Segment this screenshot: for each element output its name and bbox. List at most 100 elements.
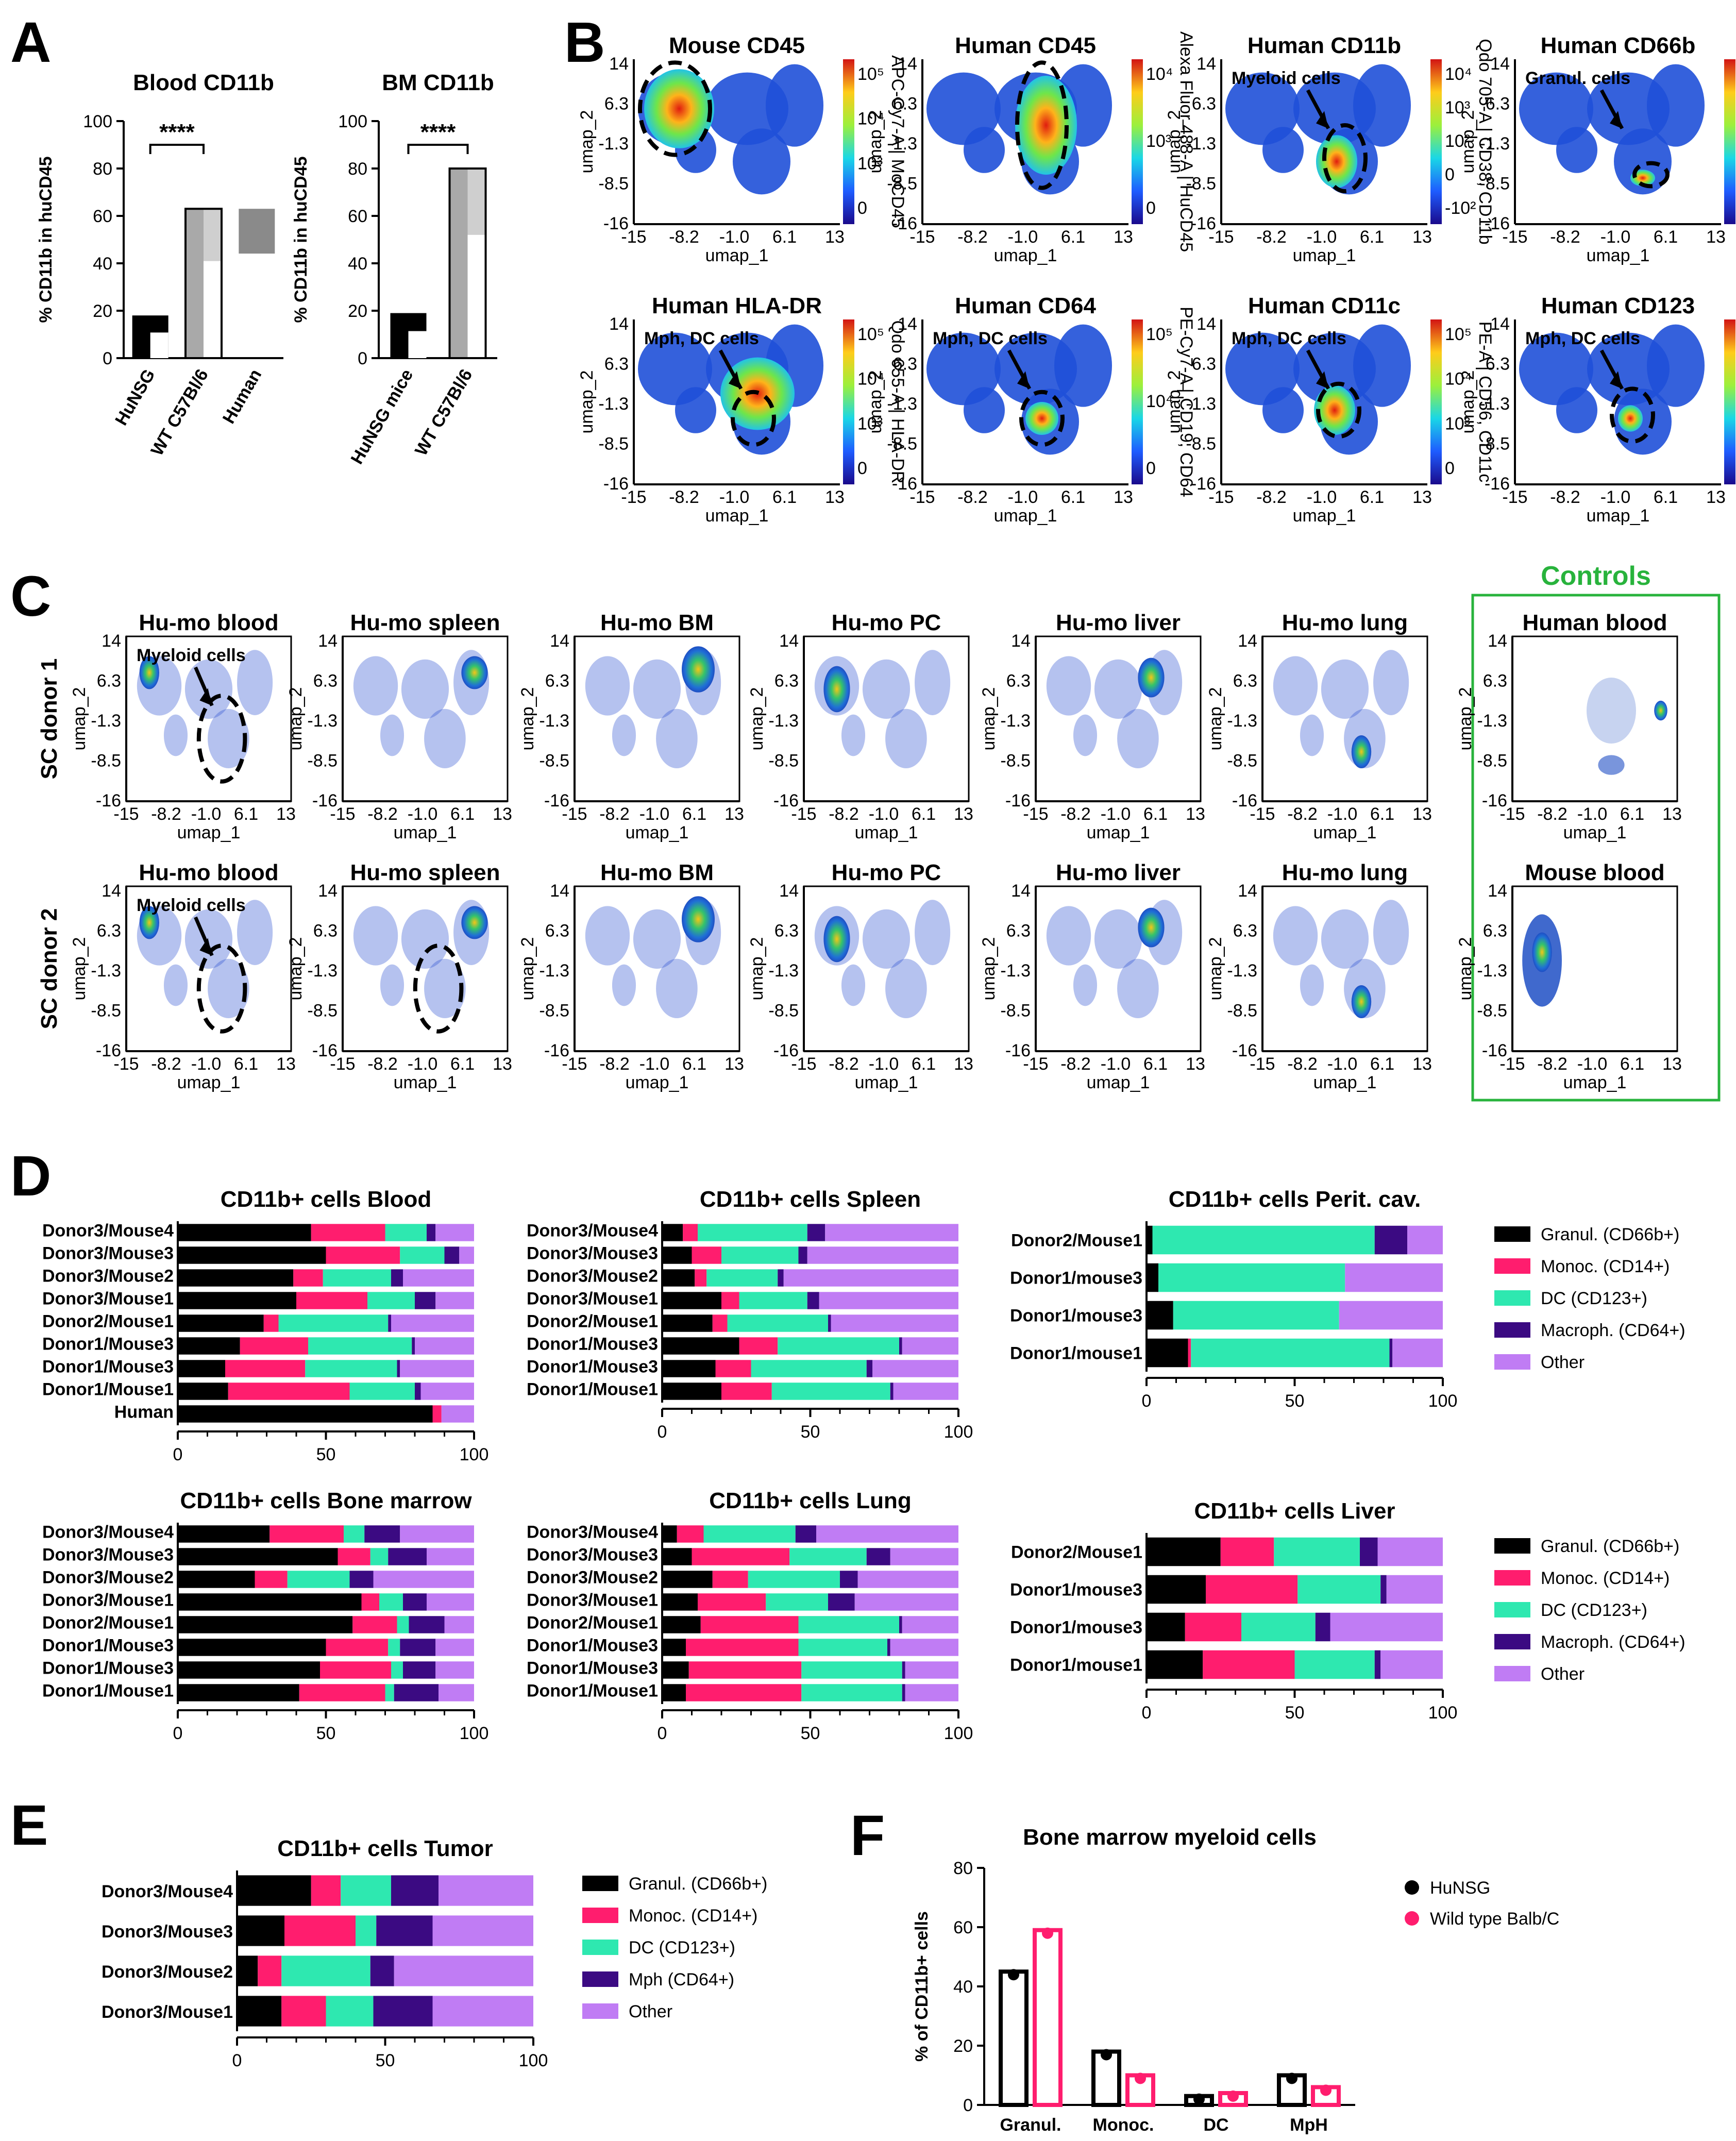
cell-cluster [1614,389,1672,455]
bar-segment [1374,1650,1381,1679]
plot-title: Human CD123 [1541,293,1695,318]
legend-swatch [582,1876,618,1891]
bar-segment [1188,1338,1191,1368]
x-tick-label: -15 [1502,227,1527,247]
color-scale-bar [1430,59,1442,224]
cell-cluster [1273,656,1318,716]
bar-segment [391,1875,439,1906]
y-axis-label: umap_2 [1456,937,1475,1001]
x-tick-label: 6.1 [1143,804,1168,824]
y-tick-label: -1.3 [1186,394,1216,414]
data-point [1320,2084,1332,2096]
bar-segment [394,1684,439,1701]
bar-segment [662,1684,686,1701]
plot-frame [1261,635,1428,802]
cell-cluster [1073,964,1098,1006]
bar-segment [819,1292,958,1309]
bar-segment [320,1661,391,1679]
bar-segment [311,1875,341,1906]
bar-segment [237,1875,311,1906]
chart-bm-cd11b: BM CD11b 0 20 40 60 80 100 % CD11b in huCD45 HuN… [291,70,497,467]
cell-cluster [1117,709,1159,768]
x-tick-label: -8.2 [1287,804,1318,824]
x-tick-label: -1.0 [408,1054,438,1074]
cell-cluster-hot [682,896,715,942]
bar-segment [751,1360,867,1377]
legend-swatch [582,2003,618,2019]
bar-segment [1147,1263,1158,1292]
bar-segment [828,1593,855,1611]
x-tick-label: -8.2 [829,804,859,824]
y-tick-label: -1.3 [1227,961,1257,981]
color-scale-bar [1724,319,1735,484]
y-axis-label: umap_2 [1165,370,1184,434]
bar-segment [807,1292,819,1309]
bar-segment [1386,1575,1443,1604]
row-label-donor3-mouse3: Donor3/Mouse3 [527,1545,658,1564]
cell-cluster [964,387,1005,433]
plot-title: Hu-mo lung [1282,610,1408,635]
row-label-sc-donor-1: SC donor 1 [37,659,62,780]
cell-cluster [1300,964,1324,1006]
plot-title: Human CD11b [1248,33,1401,58]
cell-cluster [1519,72,1593,145]
bar-segment [344,1525,365,1543]
bar-segment [807,1246,958,1264]
x-tick-label: 0 [1142,1391,1152,1411]
gate-outline [1610,386,1655,444]
x-tick-label-granul: Granul. [1000,2115,1061,2135]
row-label-donor3-mouse2: Donor3/Mouse2 [42,1266,174,1286]
bar-segment [237,1915,284,1946]
x-tick-label: -15 [621,227,646,247]
bar-segment [420,1383,474,1400]
bar-segment [695,1269,707,1287]
row-label-donor3-mouse3: Donor3/Mouse3 [42,1243,174,1263]
row-label-donor1-mouse3: Donor1/Mouse3 [42,1334,174,1354]
x-tick-label: -8.2 [1060,1054,1091,1074]
y-tick-label: -8.5 [1227,1001,1257,1021]
bar-segment [816,1525,958,1543]
row-label-donor3-mouse1: Donor3/Mouse1 [527,1289,658,1308]
bar-segment [706,1269,778,1287]
x-tick-label: -15 [909,487,935,507]
y-tick-label: 100 [83,112,112,131]
significance-label: **** [159,120,195,145]
bar-segment [1158,1263,1345,1292]
x-axis-label: umap_1 [994,506,1057,526]
x-tick-label: -8.2 [1256,487,1287,507]
row-label-donor1-mouse1: Donor1/Mouse1 [527,1379,658,1399]
chart-title: CD11b+ cells Perit. cav. [1169,1187,1421,1212]
bar-segment [293,1269,323,1287]
bar-shade [150,332,168,358]
panel-letter-b: B [564,11,605,74]
x-tick-label: 50 [376,2051,395,2070]
gate-outline [1632,161,1670,189]
cell-cluster [633,659,681,719]
annotation-arrowhead [1017,371,1030,389]
bar-segment [412,1337,415,1355]
x-tick-label: -1.0 [1600,487,1631,507]
y-tick-label: -1.3 [768,961,799,981]
color-scale-label: 10³ [1146,131,1171,151]
x-tick-label: 13 [1706,227,1726,247]
x-axis-label: umap_1 [994,246,1057,265]
bar [186,209,204,358]
y-tick-label: 6.3 [1483,921,1507,941]
bar-segment [1380,1650,1443,1679]
bar-segment [686,1684,802,1701]
x-tick-label: 50 [1285,1391,1305,1411]
bar-segment [662,1616,701,1633]
bar-segment [370,1955,394,1986]
umap-human-cd45: -15 -8.2 -1.0 6.1 13 14 6.3 -1.3 -8.5 -16 umap_1 um… [866,31,1196,265]
y-tick-label: -1.3 [1477,711,1507,731]
x-tick-label: 13 [1114,487,1133,507]
legend-label-dc-cd123: DC (CD123+) [1541,1289,1647,1308]
umap-hu-mo-spleen-row2: -15 -8.2 -1.0 6.1 13 14 6.3 -1.3 -8.5 -16 umap_1 um… [286,860,512,1092]
row-label-donor1-mouse1: Donor1/Mouse1 [42,1681,174,1700]
y-axis-label: umap_2 [866,110,885,174]
y-axis-label: umap_2 [866,370,885,434]
bar-shade [204,209,222,261]
bar-segment [778,1337,899,1355]
gate-outline [638,60,712,157]
cell-cluster [1556,387,1597,433]
